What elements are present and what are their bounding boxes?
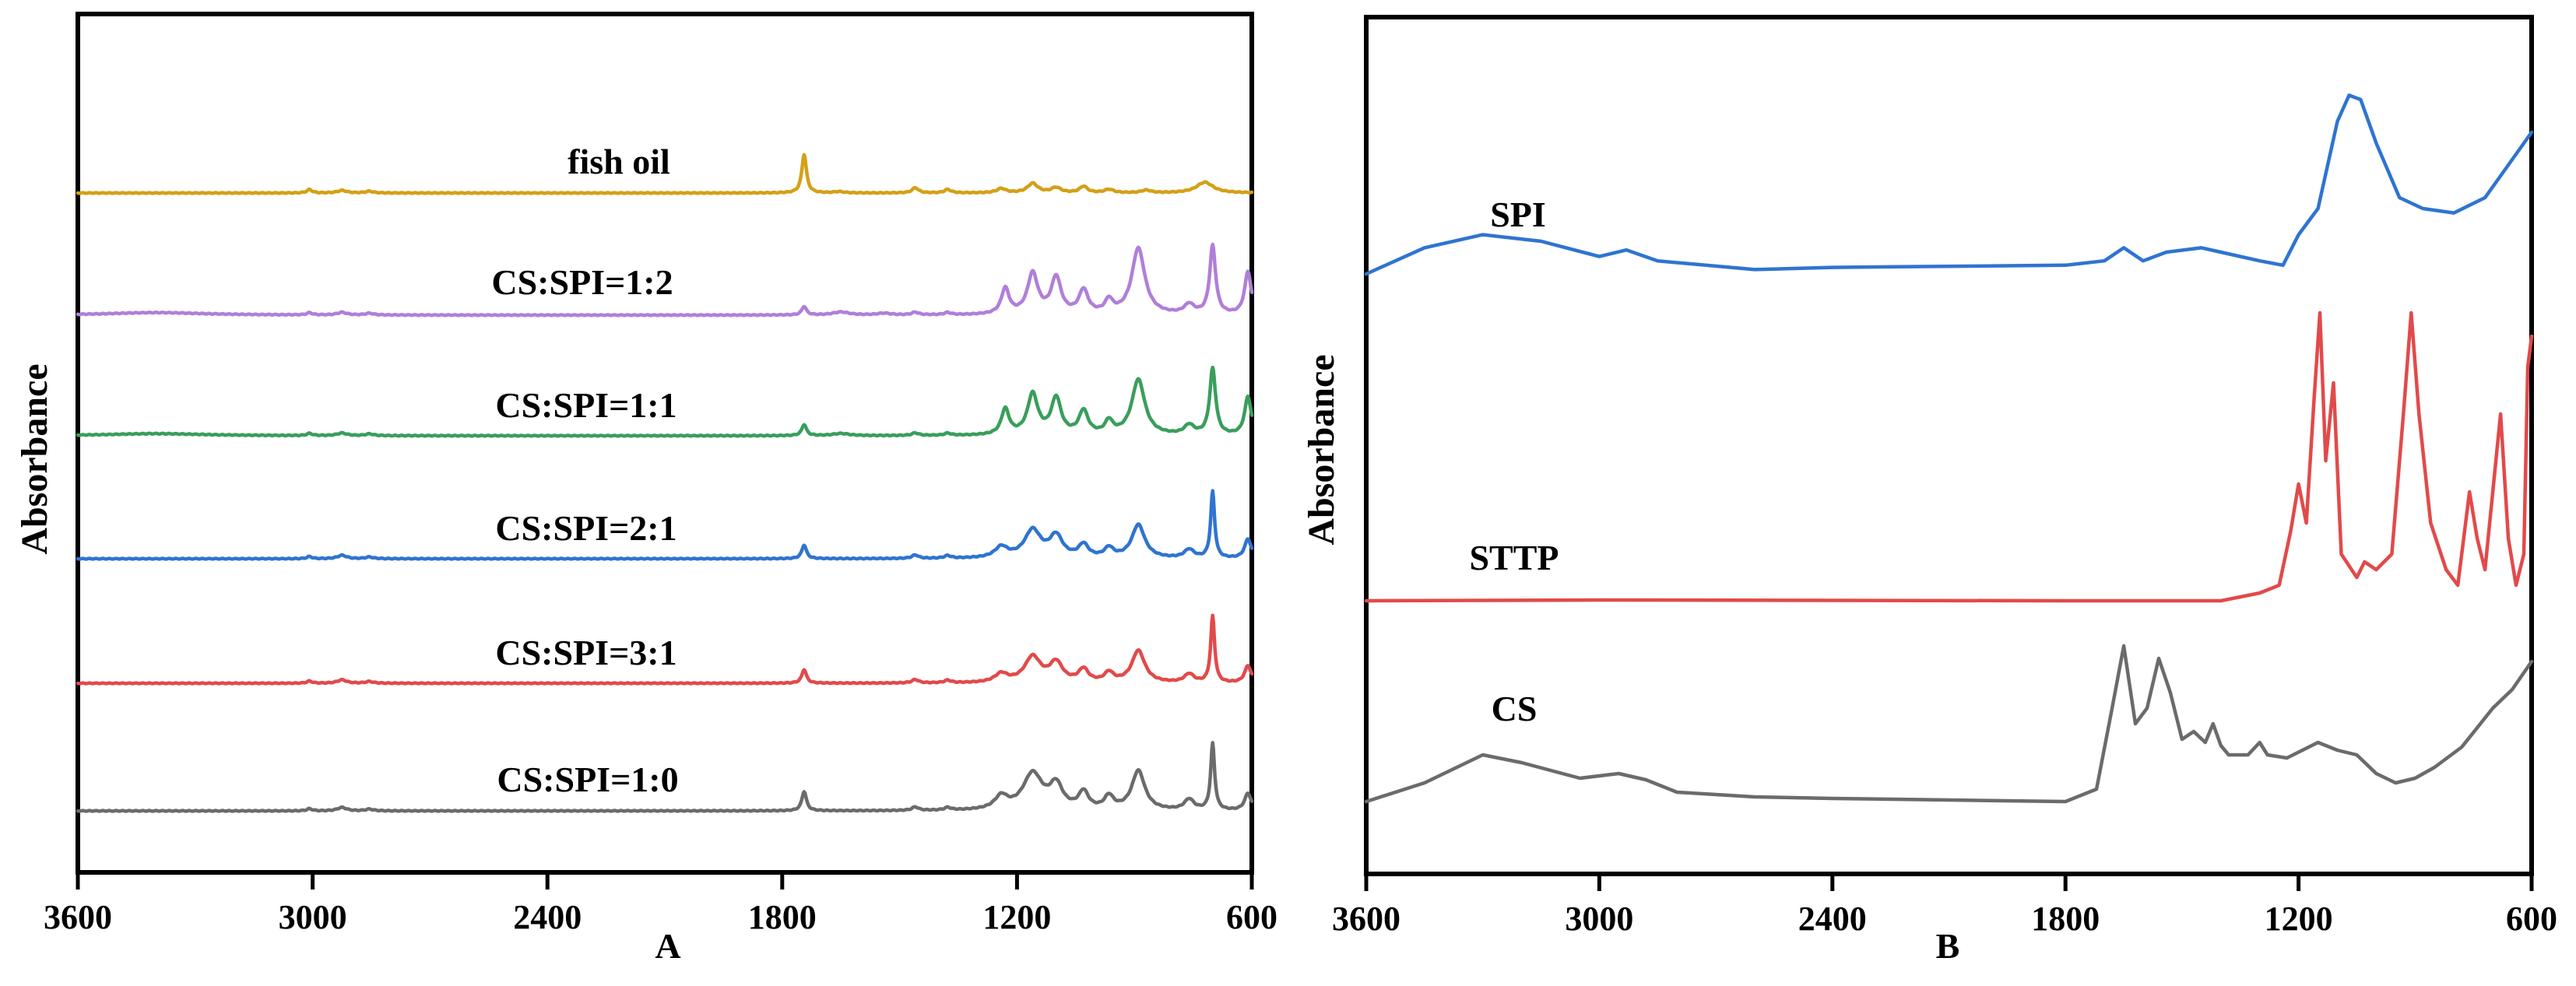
- panel-b-y-axis-label: Absorbance: [1301, 354, 1342, 545]
- series-label-sttp: STTP: [1469, 538, 1559, 577]
- panel-a: 3600 3000 2400 1800 1200 600 Absorbance A fis…: [14, 12, 1277, 966]
- x-tick-label-2400: 2400: [513, 898, 582, 936]
- x-tick-label-3000: 3000: [279, 898, 347, 936]
- panel-a-x-axis: 3600 3000 2400 1800 1200 600: [44, 872, 1277, 936]
- series-label-cs-spi-2-1: CS:SPI=2:1: [495, 508, 677, 548]
- spectrum-line-cs-spi-1-0: [76, 741, 1254, 813]
- series-label-cs-spi-1-2: CS:SPI=1:2: [491, 262, 673, 302]
- panel-b-x-axis: 3600 3000 2400 1800 1200 600: [1332, 874, 2557, 938]
- series-label-spi: SPI: [1490, 195, 1546, 234]
- panel-b: 3600 3000 2400 1800 1200 600 Absorbance B SPI…: [1301, 15, 2557, 966]
- series-label-fish-oil: fish oil: [568, 142, 670, 181]
- spectrum-line-cs-spi-1-1: [76, 365, 1254, 438]
- x-tick-label-600: 600: [2506, 900, 2557, 938]
- spectrum-line-sttp: [1364, 311, 2534, 603]
- x-tick-label-1200: 1200: [2265, 900, 2333, 938]
- x-tick-label-1200: 1200: [982, 898, 1051, 936]
- panel-a-y-axis-label: Absorbance: [14, 363, 55, 554]
- x-tick-label-3000: 3000: [1565, 900, 1633, 938]
- spectrum-line-cs-spi-2-1: [76, 489, 1254, 561]
- x-tick-label-1800: 1800: [748, 898, 817, 936]
- panel-a-traces: [76, 153, 1254, 813]
- series-label-cs-spi-1-1: CS:SPI=1:1: [495, 385, 677, 425]
- spectrum-line-spi: [1364, 93, 2534, 276]
- panel-a-frame: [76, 12, 1254, 875]
- panel-a-label: A: [655, 926, 680, 966]
- series-label-cs-spi-3-1: CS:SPI=3:1: [495, 633, 677, 672]
- x-tick-label-3600: 3600: [1332, 900, 1400, 938]
- series-label-cs-spi-1-0: CS:SPI=1:0: [497, 760, 678, 799]
- spectrum-line-cs: [1364, 644, 2534, 804]
- panel-b-label: B: [1936, 926, 1960, 966]
- x-tick-label-3600: 3600: [44, 898, 112, 936]
- spectrum-line-fish-oil: [76, 153, 1254, 195]
- panel-b-traces: [1364, 93, 2534, 804]
- series-label-cs: CS: [1492, 689, 1538, 728]
- x-tick-label-600: 600: [1226, 898, 1277, 936]
- spectrum-line-cs-spi-1-2: [76, 242, 1254, 318]
- x-tick-label-2400: 2400: [1798, 900, 1867, 938]
- panel-b-frame: [1364, 15, 2534, 876]
- x-tick-label-1800: 1800: [2031, 900, 2100, 938]
- spectrum-line-cs-spi-3-1: [76, 613, 1254, 686]
